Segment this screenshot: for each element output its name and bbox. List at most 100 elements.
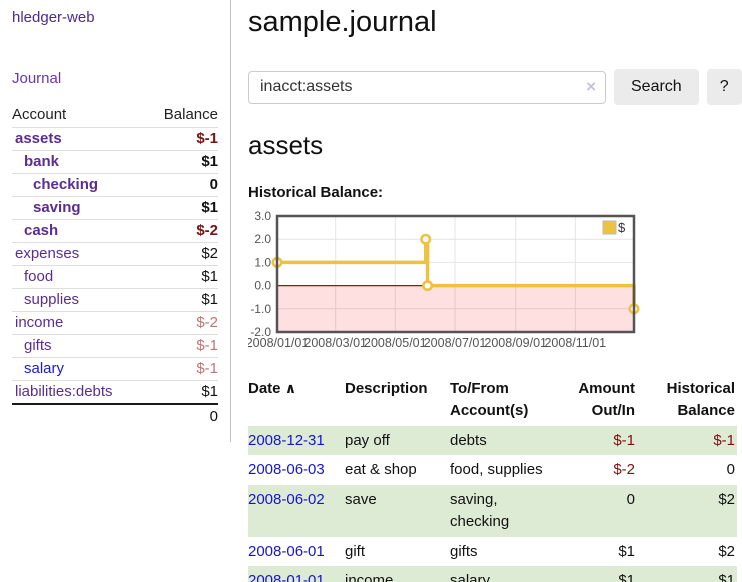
- journal-rows: 2008-12-31 pay off debts $-1 $-1 2008-06-03 ea…: [248, 425, 737, 582]
- account-row: gifts $-1: [12, 334, 218, 358]
- transaction-date-link[interactable]: 2008-06-03: [248, 461, 325, 479]
- account-link[interactable]: bank: [24, 153, 60, 170]
- svg-text:3.0: 3.0: [254, 210, 271, 223]
- clear-search-icon[interactable]: ×: [586, 76, 596, 96]
- transaction-amount: $-1: [613, 431, 635, 449]
- column-date[interactable]: Date ∧: [248, 380, 297, 397]
- svg-text:2.0: 2.0: [254, 232, 271, 246]
- account-balance: $-1: [196, 360, 218, 377]
- transaction-row: 2008-12-31 pay off debts $-1 $-1: [248, 425, 737, 456]
- account-link[interactable]: food: [24, 268, 54, 285]
- transaction-balance: $2: [718, 542, 735, 560]
- transaction-date-link[interactable]: 2008-01-01: [248, 572, 325, 582]
- transaction-balance: $-1: [713, 431, 735, 449]
- account-balance: $1: [201, 383, 218, 400]
- account-row: supplies $1: [12, 288, 218, 312]
- svg-text:2008/11/01: 2008/11/01: [544, 336, 606, 350]
- account-balance: $1: [201, 199, 218, 216]
- transaction-row: 2008-01-01 income salary $1 $1: [248, 566, 737, 582]
- search-input[interactable]: [248, 70, 606, 104]
- svg-text:-2.0: -2.0: [250, 325, 271, 339]
- transaction-description: pay off: [345, 431, 390, 449]
- search-bar: × Search ?: [248, 69, 742, 105]
- account-row: food $1: [12, 265, 218, 289]
- account-link[interactable]: assets: [15, 130, 62, 147]
- accounts-rows: assets $-1 bank $1 checking 0 saving $1 cash $-2 e…: [12, 127, 218, 405]
- account-link[interactable]: cash: [24, 222, 59, 239]
- chart-title: Historical Balance:: [248, 184, 384, 201]
- transaction-amount: $1: [618, 542, 635, 560]
- account-balance: $-1: [196, 337, 218, 354]
- account-link[interactable]: supplies: [24, 291, 80, 308]
- account-heading: assets: [248, 130, 324, 160]
- transaction-balance: $1: [718, 572, 735, 582]
- transaction-accounts: salary: [450, 572, 491, 582]
- transaction-date-link[interactable]: 2008-12-31: [248, 431, 325, 449]
- transaction-description: gift: [345, 542, 366, 560]
- transaction-balance: 0: [726, 461, 735, 479]
- main-content: sample.journal × Search ? assets Histori…: [231, 0, 742, 582]
- account-row: expenses $2: [12, 242, 218, 266]
- account-row: bank $1: [12, 150, 218, 174]
- account-balance: $2: [201, 245, 218, 262]
- transaction-date-link[interactable]: 2008-06-01: [248, 542, 325, 560]
- account-row: cash $-2: [12, 219, 218, 243]
- journal-table: Date ∧ Description To/From Account(s) Am…: [248, 376, 737, 582]
- column-historical-balance: Historical Balance: [666, 380, 735, 419]
- account-balance: $-2: [196, 222, 218, 239]
- transaction-amount: $-2: [613, 461, 635, 479]
- transaction-accounts: gifts: [450, 542, 478, 560]
- accounts-header-row: Account Balance: [12, 103, 218, 128]
- transaction-description: eat & shop: [345, 461, 417, 479]
- transaction-accounts: food, supplies: [450, 461, 543, 479]
- transaction-amount: $1: [618, 572, 635, 582]
- svg-text:2008/05/01: 2008/05/01: [364, 336, 427, 350]
- account-balance: $-2: [196, 314, 218, 331]
- legend-swatch: [602, 220, 617, 235]
- transaction-description: save: [345, 491, 377, 508]
- account-row: salary $-1: [12, 357, 218, 381]
- column-tofrom: To/From Account(s): [450, 380, 529, 419]
- svg-text:0.0: 0.0: [254, 279, 271, 293]
- historical-balance-chart: $3.0 2.0 1.0 0.0 -1.0 -2.0 2008/01/01 2008/03/0…: [248, 210, 742, 360]
- account-link[interactable]: liabilities:debts: [15, 383, 113, 400]
- account-row: checking 0: [12, 173, 218, 197]
- account-link[interactable]: gifts: [24, 337, 52, 354]
- svg-text:2008/03/01: 2008/03/01: [304, 336, 367, 350]
- account-link[interactable]: income: [15, 314, 64, 331]
- svg-text:-1.0: -1.0: [250, 302, 271, 316]
- transaction-accounts: saving, checking: [450, 491, 510, 530]
- accounts-header-balance: Balance: [163, 106, 218, 123]
- sidebar-item-journal[interactable]: Journal: [12, 70, 62, 87]
- transaction-accounts: debts: [450, 431, 487, 449]
- account-link[interactable]: salary: [24, 360, 65, 377]
- account-link[interactable]: expenses: [15, 245, 80, 262]
- accounts-table: Account Balance assets $-1 bank $1 checking 0…: [12, 103, 218, 428]
- transaction-row: 2008-06-03 eat & shop food, supplies $-2 0: [248, 455, 737, 485]
- svg-text:2008/01/01: 2008/01/01: [248, 336, 308, 350]
- transaction-description: income: [345, 572, 394, 582]
- accounts-total-value: 0: [209, 408, 218, 425]
- account-link[interactable]: checking: [33, 176, 99, 193]
- account-balance: 0: [209, 176, 218, 193]
- account-link[interactable]: saving: [33, 199, 81, 216]
- account-row: saving $1: [12, 196, 218, 220]
- journal-header-row: Date ∧ Description To/From Account(s) Am…: [248, 376, 737, 426]
- account-row: income $-2: [12, 311, 218, 335]
- column-amount: Amount Out/In: [578, 380, 635, 419]
- account-row: assets $-1: [12, 127, 218, 151]
- app-brand-link[interactable]: hledger-web: [12, 9, 95, 26]
- legend-label: $: [618, 220, 626, 235]
- page-title: sample.journal: [248, 6, 437, 38]
- column-description: Description: [345, 380, 428, 397]
- account-balance: $-1: [196, 130, 218, 147]
- accounts-total-row: 0: [12, 404, 218, 428]
- svg-text:2008/09/01: 2008/09/01: [484, 336, 547, 350]
- transaction-date-link[interactable]: 2008-06-02: [248, 491, 325, 508]
- transaction-amount: 0: [626, 491, 635, 508]
- help-button[interactable]: ?: [706, 69, 742, 105]
- search-button[interactable]: Search: [614, 69, 699, 105]
- chart-canvas: $3.0 2.0 1.0 0.0 -1.0 -2.02008/01/012008/03/0…: [248, 210, 640, 350]
- transaction-row: 2008-06-02 save saving, checking 0 $2: [248, 485, 737, 537]
